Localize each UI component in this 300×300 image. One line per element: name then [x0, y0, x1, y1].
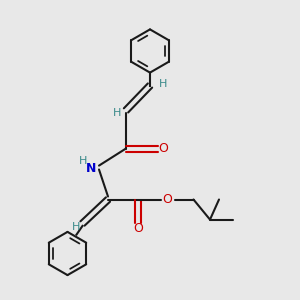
Text: O: O — [159, 142, 168, 155]
Text: O: O — [163, 193, 172, 206]
Text: H: H — [159, 79, 168, 89]
Text: O: O — [133, 221, 143, 235]
Text: H: H — [79, 156, 88, 167]
Text: N: N — [86, 162, 97, 175]
Text: H: H — [71, 222, 80, 233]
Text: H: H — [113, 108, 121, 118]
